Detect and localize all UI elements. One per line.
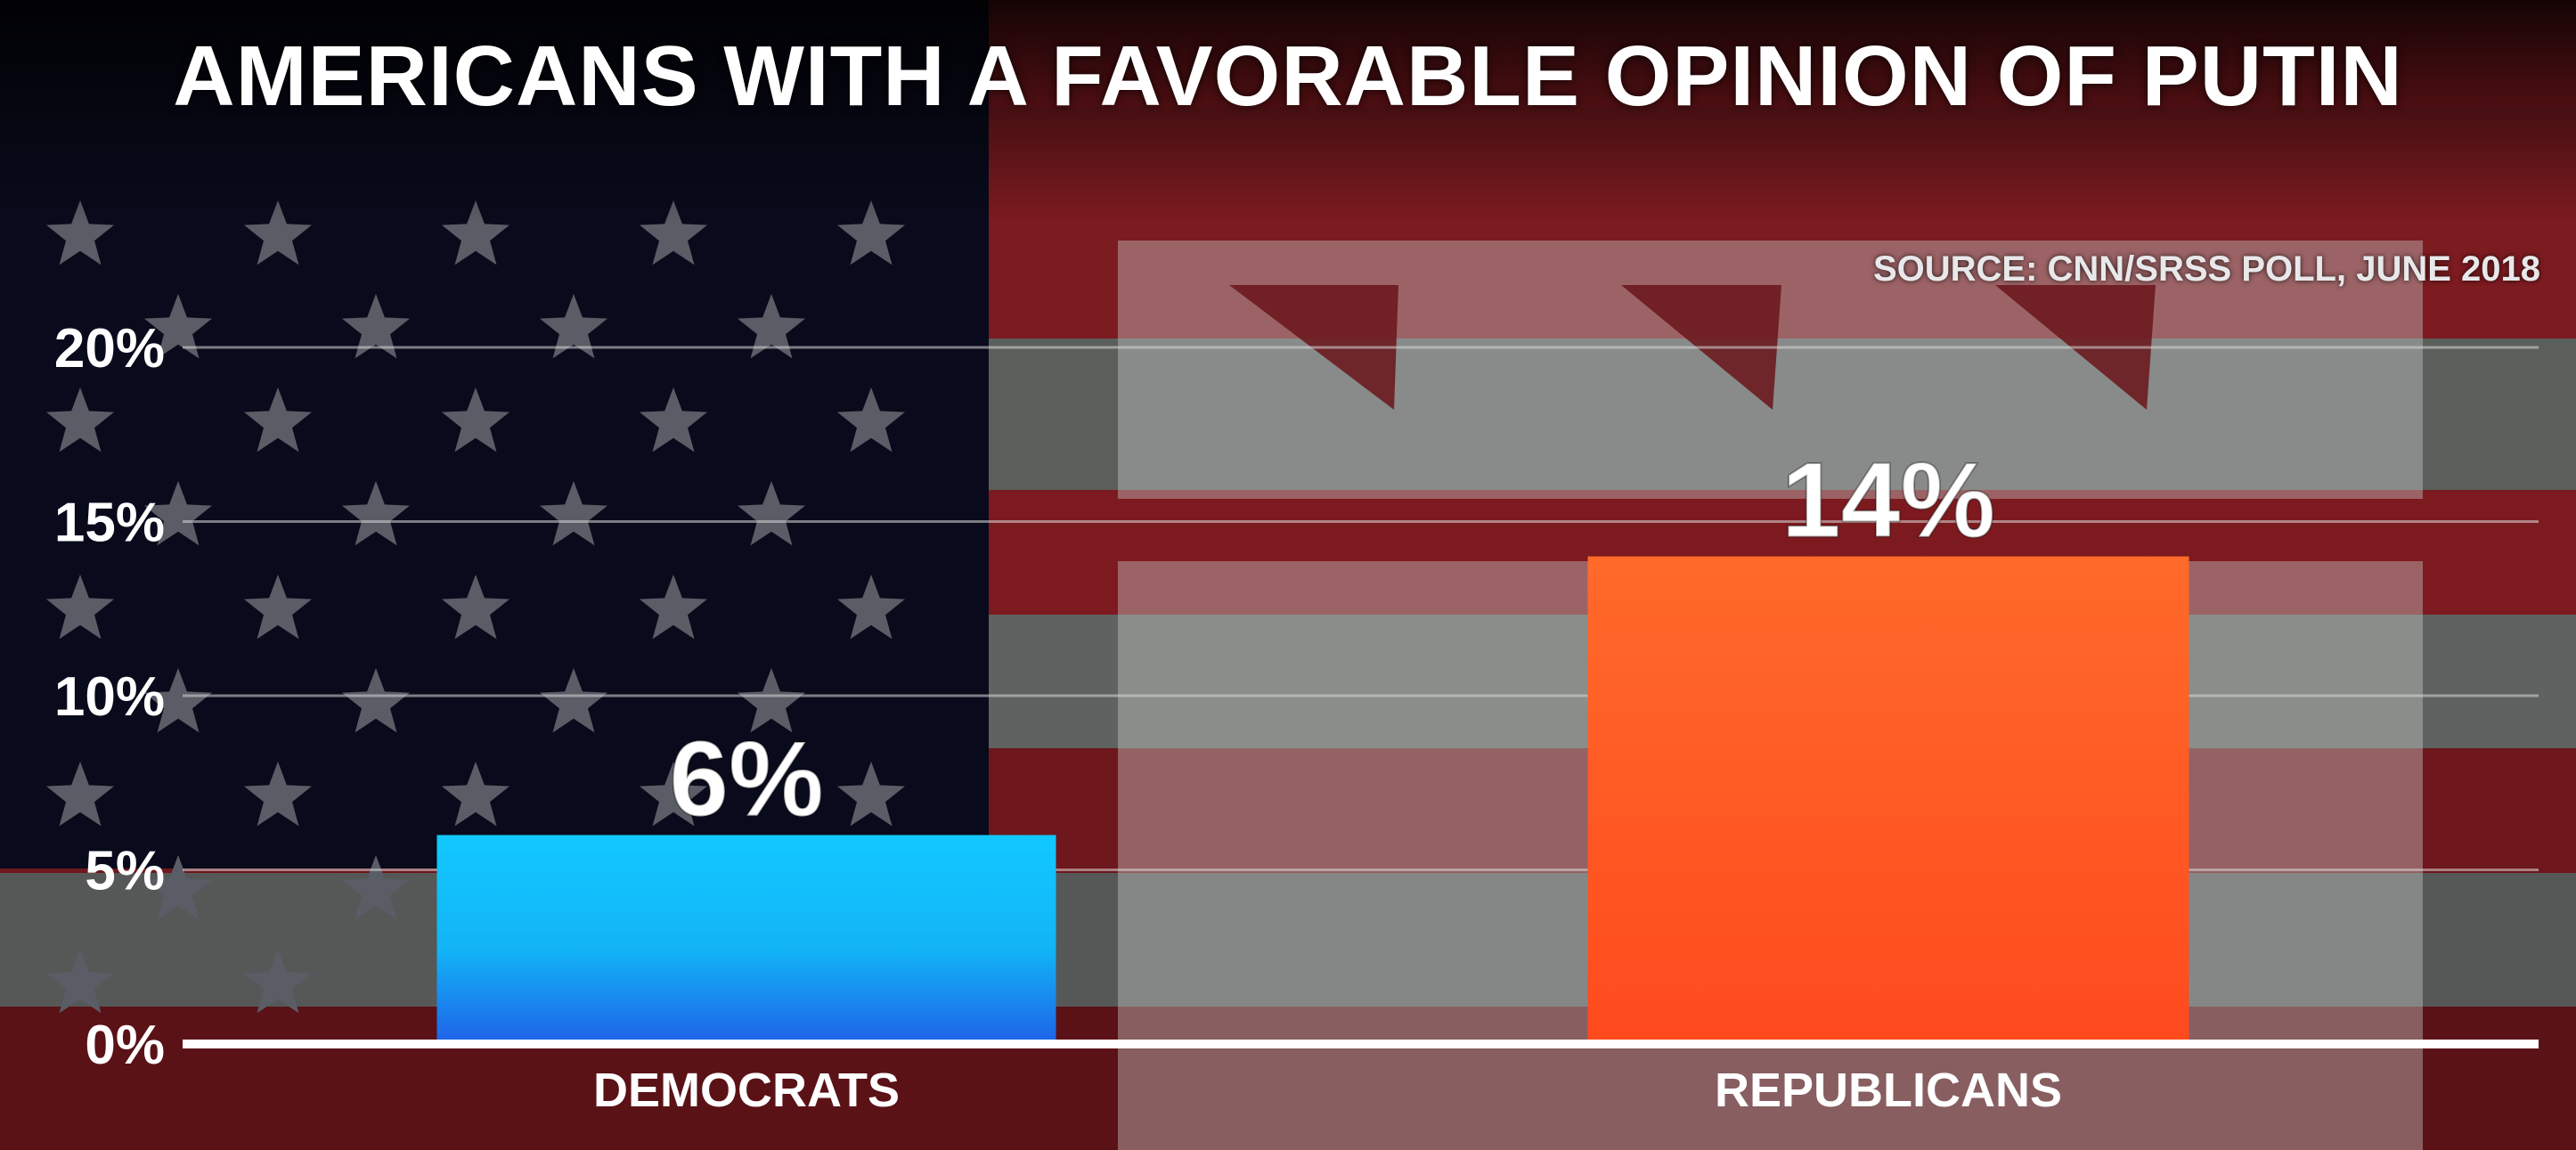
flag-star — [342, 481, 410, 546]
flag-star — [244, 200, 312, 265]
flag-star — [640, 575, 707, 640]
flag-star — [46, 575, 114, 640]
flag-star — [640, 200, 707, 265]
x-axis: DEMOCRATS REPUBLICANS — [593, 1064, 2062, 1117]
flag-star — [738, 668, 805, 733]
flag-star — [244, 575, 312, 640]
flag-star — [342, 668, 410, 733]
flag-star — [144, 668, 212, 733]
flag-star — [837, 387, 905, 453]
flag-star — [46, 387, 114, 453]
y-tick-label: 0% — [85, 1015, 165, 1076]
bar-value-label: 6% — [669, 719, 823, 838]
flag-star — [342, 855, 410, 920]
flag-star — [442, 762, 509, 827]
elephant-stars — [1229, 285, 2156, 410]
flag-star — [442, 575, 509, 640]
flag-star — [837, 200, 905, 265]
flag-star — [640, 387, 707, 453]
category-label: REPUBLICANS — [1715, 1064, 2062, 1117]
flag-star — [244, 762, 312, 827]
y-tick-label: 15% — [54, 493, 165, 554]
bar-series: 6% 14% — [436, 440, 2189, 1044]
y-tick-label: 5% — [85, 841, 165, 902]
flag-star — [837, 575, 905, 640]
bar-value-label: 14% — [1781, 441, 1995, 560]
bar-democrats — [436, 835, 1056, 1044]
flag-star — [738, 481, 805, 546]
flag-star — [837, 762, 905, 827]
y-axis: 0% 5% 10% 15% 20% — [54, 318, 165, 1076]
category-label: DEMOCRATS — [593, 1064, 900, 1117]
y-tick-label: 20% — [54, 318, 165, 379]
chart-title: AMERICANS WITH A FAVORABLE OPINION OF PU… — [173, 29, 2403, 124]
flag-star — [144, 481, 212, 546]
flag-star — [46, 949, 114, 1014]
flag-stars — [46, 200, 905, 1014]
bar-republicans — [1587, 556, 2189, 1044]
flag-star — [244, 949, 312, 1014]
flag-star — [540, 668, 607, 733]
flag-star — [144, 294, 212, 359]
flag-star — [144, 855, 212, 920]
flag-star — [442, 387, 509, 453]
flag-star — [46, 200, 114, 265]
flag-star — [342, 294, 410, 359]
flag-star — [244, 387, 312, 453]
chart-source: SOURCE: CNN/SRSS POLL, JUNE 2018 — [1872, 249, 2540, 289]
flag-star — [46, 762, 114, 827]
flag-star — [640, 762, 707, 827]
flag-star — [442, 200, 509, 265]
flag-star — [540, 294, 607, 359]
y-tick-label: 10% — [54, 666, 165, 728]
flag-star — [738, 294, 805, 359]
flag-star — [540, 481, 607, 546]
